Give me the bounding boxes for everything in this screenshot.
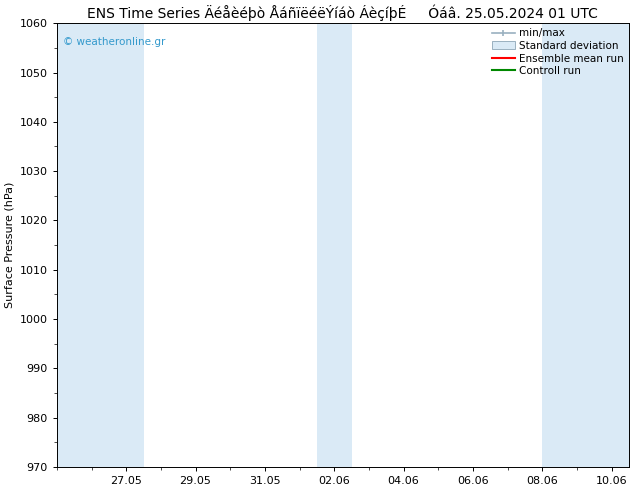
Y-axis label: Surface Pressure (hPa): Surface Pressure (hPa) xyxy=(4,182,14,308)
Title: ENS Time Series Äéåèéþò ÅáñïëéëÝíáò ÁèçíþÉ     Óáâ. 25.05.2024 01 UTC: ENS Time Series Äéåèéþò ÅáñïëéëÝíáò Áèçí… xyxy=(87,4,598,21)
Text: © weatheronline.gr: © weatheronline.gr xyxy=(63,37,165,47)
Bar xyxy=(57,23,143,467)
Legend: min/max, Standard deviation, Ensemble mean run, Controll run: min/max, Standard deviation, Ensemble me… xyxy=(489,25,627,79)
Bar xyxy=(542,23,629,467)
Bar xyxy=(317,23,352,467)
